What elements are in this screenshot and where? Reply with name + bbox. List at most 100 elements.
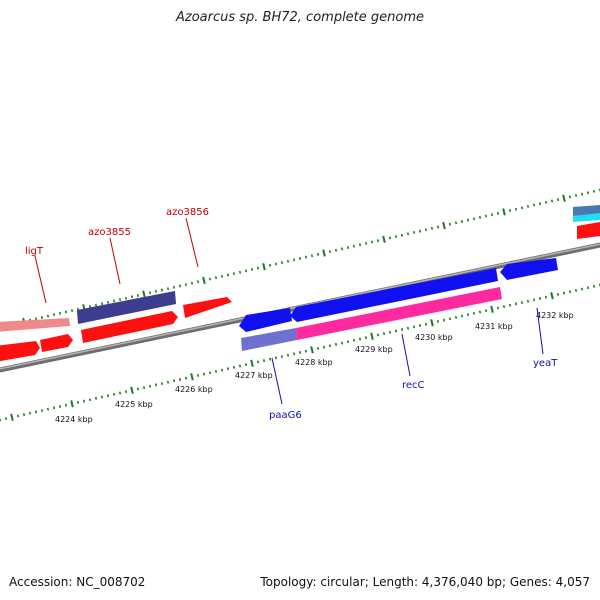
outer-tick (514, 207, 518, 211)
inner-tick (424, 322, 428, 326)
outer-tick (568, 195, 572, 199)
gene-red-left-2[interactable] (40, 334, 73, 352)
outer-tick (466, 218, 470, 222)
outer-tick (286, 259, 290, 263)
inner-tick (574, 288, 578, 292)
inner-tick (40, 409, 44, 412)
outer-tick (172, 285, 176, 289)
outer-tick (70, 309, 74, 312)
accession-text: Accession: NC_008702 (9, 575, 146, 589)
outer-tick-ring (0, 188, 600, 329)
inner-tick (286, 353, 290, 357)
label-azo3856[interactable]: azo3856 (166, 207, 209, 218)
inner-tick (94, 396, 98, 400)
outer-tick (406, 232, 410, 236)
gene-azo3855-arrow[interactable] (77, 291, 176, 324)
outer-tick (430, 226, 434, 230)
inner-tick (82, 399, 86, 403)
inner-tick (346, 340, 350, 344)
inner-tick (328, 344, 332, 348)
inner-tick (502, 305, 506, 309)
gene-right-edge-cyan[interactable] (573, 213, 600, 222)
scale-label-4224: 4224 kbp (55, 415, 93, 424)
inner-tick (256, 360, 260, 364)
gene-paaG6-arrow[interactable] (239, 308, 292, 332)
gene-right-edge-red[interactable] (577, 222, 600, 239)
inner-tick (232, 365, 236, 369)
outer-tick (316, 252, 320, 256)
inner-tick (472, 311, 476, 315)
inner-tick (310, 346, 314, 354)
outer-tick (538, 202, 542, 206)
inner-tick (34, 410, 38, 414)
inner-tick (532, 298, 536, 302)
outer-tick (418, 229, 422, 233)
outer-tick (388, 236, 392, 240)
outer-tick (376, 239, 380, 243)
inner-tick (352, 338, 356, 342)
inner-tick (250, 359, 254, 367)
outer-tick (562, 194, 566, 202)
gene-red-mid[interactable] (81, 311, 178, 343)
inner-tick (280, 355, 284, 358)
outer-tick (364, 242, 368, 245)
forward-strand-genes (0, 258, 558, 351)
inner-tick (400, 328, 404, 331)
inner-tick (22, 413, 26, 417)
outer-tick (130, 295, 134, 299)
outer-tick (400, 233, 404, 237)
outer-tick (94, 303, 98, 307)
outer-tick (490, 213, 494, 217)
outer-tick (232, 272, 236, 275)
label-recC[interactable]: recC (402, 380, 425, 391)
reverse-strand-genes (0, 205, 600, 362)
inner-tick (412, 325, 416, 329)
outer-tick (208, 277, 212, 281)
label-yeaT[interactable]: yeaT (533, 358, 558, 369)
inner-tick (172, 379, 176, 383)
inner-tick (538, 297, 542, 300)
inner-tick (442, 318, 446, 322)
outer-tick (256, 266, 260, 270)
outer-tick (214, 276, 218, 280)
outer-tick (580, 192, 584, 196)
outer-tick (112, 299, 116, 303)
label-azo3855[interactable]: azo3855 (88, 227, 131, 238)
outer-tick (496, 211, 500, 215)
inner-tick (406, 326, 410, 330)
gene-right-edge-steel[interactable] (573, 205, 600, 216)
gene-lavender-arrow[interactable] (241, 328, 297, 351)
gene-red-left-1[interactable] (0, 341, 40, 362)
label-ligT[interactable]: ligT (25, 246, 44, 257)
gene-recC-pink-arrow[interactable] (296, 287, 502, 340)
inner-tick (184, 376, 188, 380)
label-paaG6[interactable]: paaG6 (269, 410, 302, 421)
outer-tick (52, 313, 56, 317)
outer-tick (280, 261, 284, 265)
inner-tick-ring (0, 283, 600, 422)
inner-tick (520, 301, 524, 304)
outer-tick (250, 268, 254, 271)
outer-tick (370, 240, 374, 244)
inner-tick (70, 400, 74, 408)
inner-tick (46, 407, 50, 411)
inner-tick (334, 342, 338, 346)
inner-tick (52, 406, 56, 410)
outer-tick (88, 305, 92, 308)
inner-tick (100, 395, 104, 399)
inner-tick (514, 302, 518, 306)
outer-tick (478, 215, 482, 219)
gene-ligT-arrow[interactable] (0, 318, 70, 332)
outer-tick (58, 311, 62, 315)
gene-azo3856-arrow[interactable] (183, 297, 232, 318)
genome-summary-text: Topology: circular; Length: 4,376,040 bp… (260, 575, 590, 589)
outer-tick (226, 273, 230, 277)
gene-yeaT-arrow[interactable] (500, 258, 558, 280)
inner-tick (244, 363, 248, 367)
outer-tick (412, 231, 416, 234)
inner-tick (292, 352, 296, 356)
gene-recC-arrow[interactable] (290, 268, 498, 322)
inner-tick (28, 411, 32, 415)
inner-tick (130, 386, 134, 394)
